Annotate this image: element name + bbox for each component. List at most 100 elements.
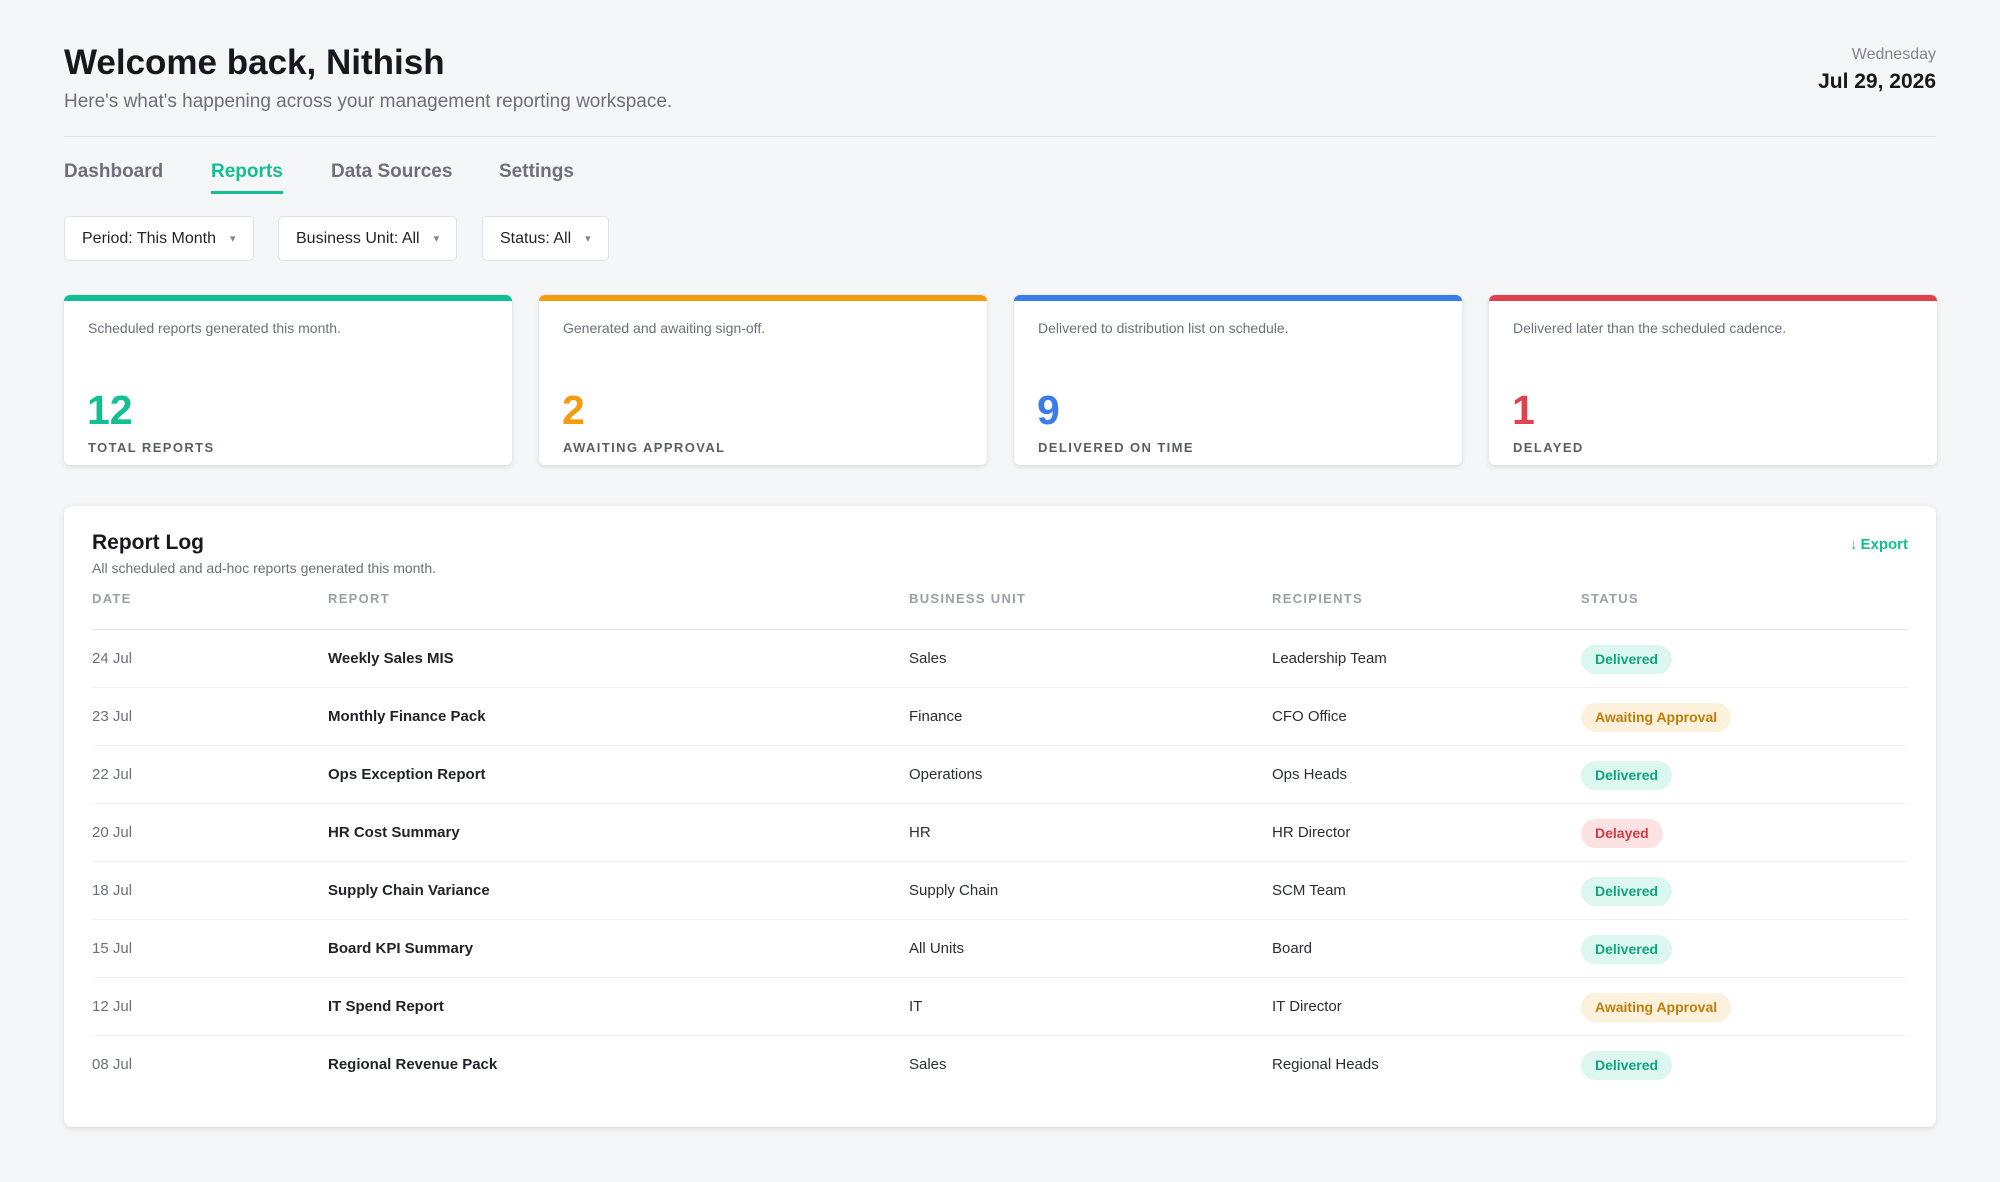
stat-cards: Scheduled reports generated this month. …	[64, 295, 1937, 506]
export-button[interactable]: ↓ Export	[1850, 536, 1908, 553]
period-filter[interactable]: Period: This Month ▾	[64, 216, 254, 261]
row-business-unit: Operations	[909, 766, 983, 783]
tab-settings[interactable]: Settings	[499, 161, 574, 182]
tab-reports[interactable]: Reports	[211, 161, 283, 194]
row-recipients: SCM Team	[1272, 882, 1346, 899]
card-description: Delivered later than the scheduled caden…	[1513, 320, 1787, 336]
status-badge: Awaiting Approval	[1581, 703, 1732, 732]
status-filter-label: Status: All	[500, 229, 572, 247]
row-business-unit: Sales	[909, 1056, 947, 1073]
row-date: 08 Jul	[92, 1056, 133, 1073]
column-header-report: REPORT	[328, 591, 390, 606]
card-description: Delivered to distribution list on schedu…	[1038, 320, 1289, 336]
status-badge: Delivered	[1581, 1051, 1673, 1080]
tab-dashboard[interactable]: Dashboard	[64, 161, 164, 182]
card-label: DELIVERED ON TIME	[1038, 440, 1194, 455]
table-row[interactable]: 08 Jul Regional Revenue Pack Sales Regional…	[92, 1036, 1908, 1094]
date-block: Wednesday Jul 29, 2026	[1818, 46, 1936, 94]
table-row[interactable]: 24 Jul Weekly Sales MIS Sales Leadership Te…	[92, 630, 1908, 688]
chevron-down-icon: ▾	[230, 233, 236, 245]
row-report-name: Ops Exception Report	[328, 766, 486, 783]
card-accent-bar	[1014, 295, 1462, 301]
status-badge: Awaiting Approval	[1581, 993, 1732, 1022]
card-accent-bar	[64, 295, 512, 301]
card-value: 2	[562, 387, 585, 433]
status-badge: Delivered	[1581, 761, 1673, 790]
card-label: TOTAL REPORTS	[88, 440, 215, 455]
status-badge: Delivered	[1581, 645, 1673, 674]
header: Welcome back, Nithish Here's what's happ…	[64, 0, 1936, 137]
report-log-panel: Report Log All scheduled and ad-hoc repo…	[64, 506, 1936, 1127]
stat-card-total-reports: Scheduled reports generated this month. …	[64, 295, 512, 465]
row-date: 18 Jul	[92, 882, 133, 899]
row-business-unit: Sales	[909, 650, 947, 667]
report-log-title: Report Log	[92, 531, 204, 554]
row-date: 24 Jul	[92, 650, 133, 667]
row-date: 23 Jul	[92, 708, 133, 725]
card-label: DELAYED	[1513, 440, 1584, 455]
row-business-unit: IT	[909, 998, 923, 1015]
row-business-unit: All Units	[909, 940, 965, 957]
row-date: 20 Jul	[92, 824, 133, 841]
business-unit-filter-label: Business Unit: All	[296, 229, 420, 247]
status-badge: Delivered	[1581, 877, 1673, 906]
card-value: 12	[87, 387, 133, 433]
welcome-subtitle: Here's what's happening across your mana…	[64, 91, 673, 112]
row-date: 15 Jul	[92, 940, 133, 957]
period-filter-label: Period: This Month	[82, 229, 216, 247]
column-header-status: STATUS	[1581, 591, 1639, 606]
table-row[interactable]: 12 Jul IT Spend Report IT IT Director Awaiti…	[92, 978, 1908, 1036]
status-badge: Delayed	[1581, 819, 1663, 848]
row-report-name: Regional Revenue Pack	[328, 1056, 498, 1073]
row-date: 22 Jul	[92, 766, 133, 783]
tab-data-sources[interactable]: Data Sources	[331, 161, 453, 182]
table-body: 24 Jul Weekly Sales MIS Sales Leadership Te…	[92, 630, 1908, 1094]
row-recipients: Ops Heads	[1272, 766, 1348, 783]
row-date: 12 Jul	[92, 998, 133, 1015]
chevron-down-icon: ▾	[585, 233, 591, 245]
card-accent-bar	[539, 295, 987, 301]
card-description: Generated and awaiting sign-off.	[563, 320, 766, 336]
table-row[interactable]: 18 Jul Supply Chain Variance Supply Chain S…	[92, 862, 1908, 920]
export-label: Export	[1860, 536, 1908, 553]
card-accent-bar	[1489, 295, 1937, 301]
row-report-name: HR Cost Summary	[328, 824, 460, 841]
tab-bar: Dashboard Reports Data Sources Settings	[64, 137, 1936, 194]
stat-card-delayed: Delivered later than the scheduled caden…	[1489, 295, 1937, 465]
welcome-title: Welcome back, Nithish	[64, 43, 445, 82]
status-filter[interactable]: Status: All ▾	[482, 216, 609, 261]
card-value: 9	[1037, 387, 1060, 433]
stat-card-awaiting-approval: Generated and awaiting sign-off. 2 AWAIT…	[539, 295, 987, 465]
stat-card-delivered-on-time: Delivered to distribution list on schedu…	[1014, 295, 1462, 465]
report-log-subtitle: All scheduled and ad-hoc reports generat…	[92, 560, 436, 576]
status-badge: Delivered	[1581, 935, 1673, 964]
row-report-name: Weekly Sales MIS	[328, 650, 454, 667]
row-business-unit: HR	[909, 824, 931, 841]
download-arrow-icon: ↓	[1849, 536, 1858, 553]
row-report-name: Monthly Finance Pack	[328, 708, 486, 725]
table-header: DATE REPORT BUSINESS UNIT RECIPIENTS STA…	[92, 591, 1908, 630]
row-recipients: CFO Office	[1272, 708, 1347, 725]
row-business-unit: Finance	[909, 708, 963, 725]
table-row[interactable]: 22 Jul Ops Exception Report Operations Ops …	[92, 746, 1908, 804]
row-recipients: Leadership Team	[1272, 650, 1387, 667]
column-header-business-unit: BUSINESS UNIT	[909, 591, 1027, 606]
row-recipients: HR Director	[1272, 824, 1351, 841]
table-row[interactable]: 23 Jul Monthly Finance Pack Finance CFO Off…	[92, 688, 1908, 746]
table-row[interactable]: 20 Jul HR Cost Summary HR HR Director Delaye…	[92, 804, 1908, 862]
business-unit-filter[interactable]: Business Unit: All ▾	[278, 216, 458, 261]
row-report-name: Supply Chain Variance	[328, 882, 490, 899]
card-value: 1	[1512, 387, 1535, 433]
column-header-date: DATE	[92, 591, 132, 606]
column-header-recipients: RECIPIENTS	[1272, 591, 1364, 606]
weekday: Wednesday	[1851, 46, 1936, 63]
card-label: AWAITING APPROVAL	[563, 440, 726, 455]
table-row[interactable]: 15 Jul Board KPI Summary All Units Board Del…	[92, 920, 1908, 978]
row-recipients: Regional Heads	[1272, 1056, 1379, 1073]
row-recipients: Board	[1272, 940, 1313, 957]
filter-bar: Period: This Month ▾ Business Unit: All …	[64, 193, 1936, 295]
row-report-name: Board KPI Summary	[328, 940, 474, 957]
row-report-name: IT Spend Report	[328, 998, 444, 1015]
card-description: Scheduled reports generated this month.	[88, 320, 341, 336]
